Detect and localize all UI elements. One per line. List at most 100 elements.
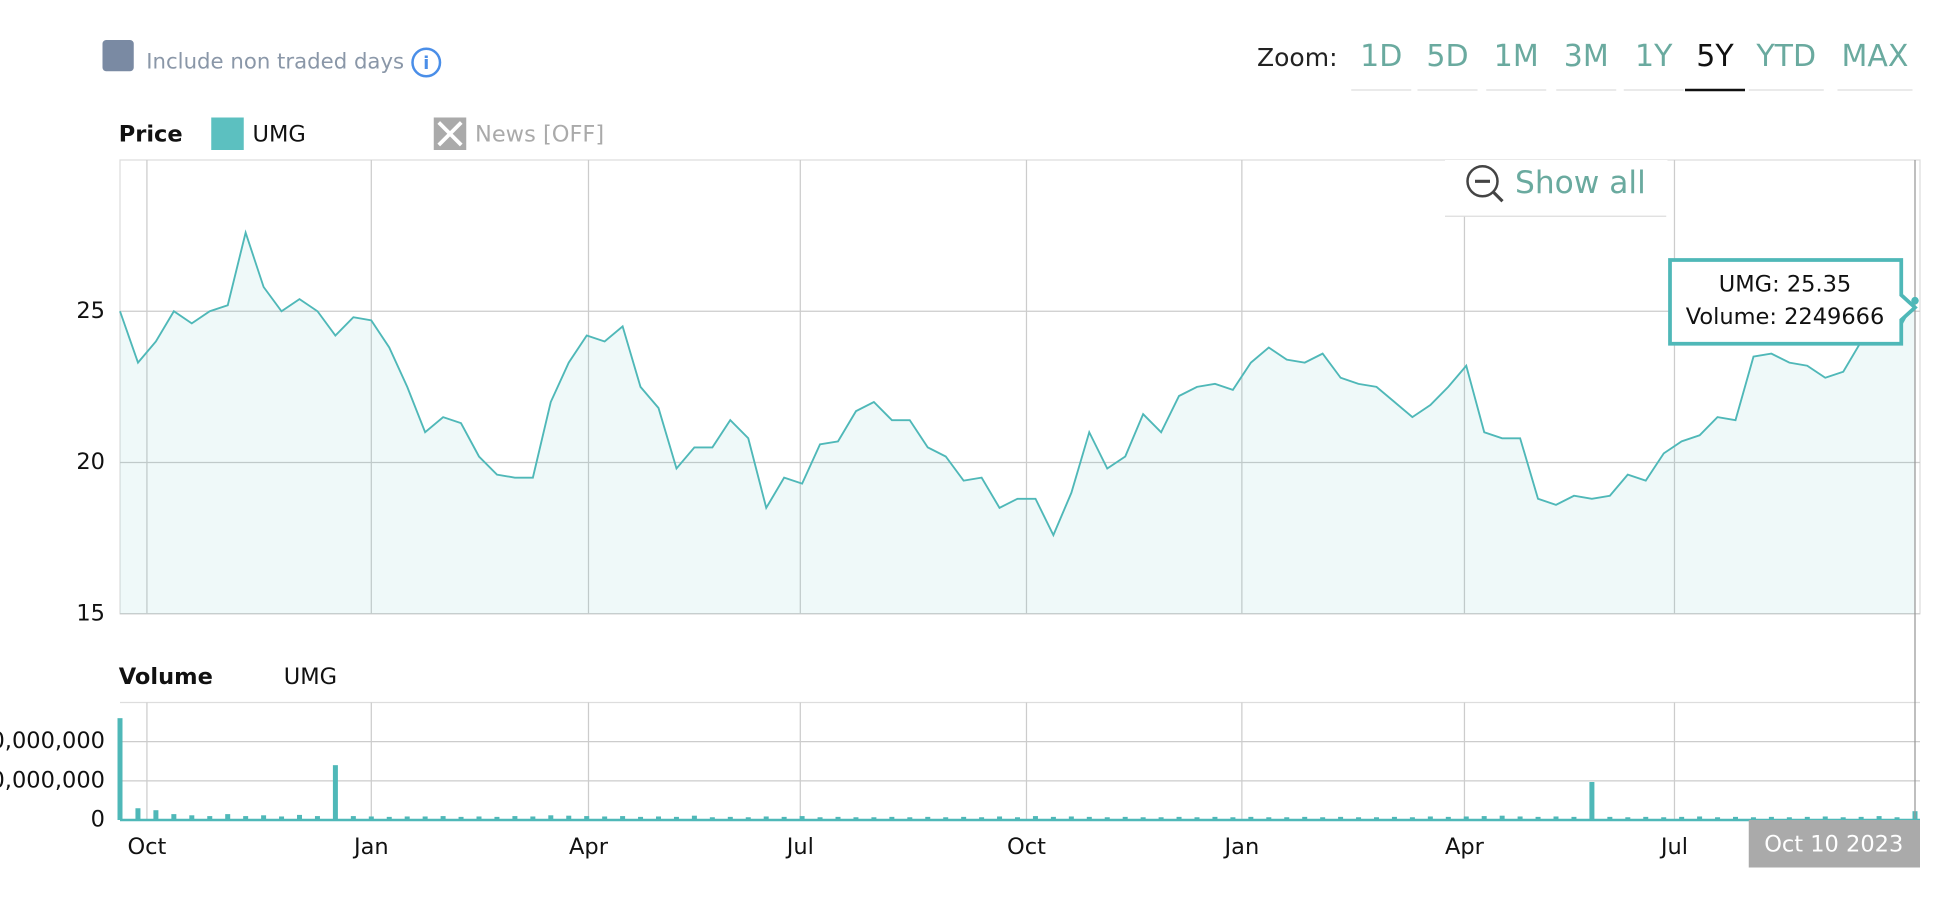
- zoom-button[interactable]: 1D: [1360, 39, 1402, 74]
- zoom-button[interactable]: 3M: [1564, 39, 1609, 74]
- volume-bar: [620, 816, 626, 820]
- volume-bar: [189, 815, 195, 820]
- show-all-bg[interactable]: [1445, 160, 1668, 217]
- zoom-button[interactable]: MAX: [1842, 39, 1909, 74]
- price-label: Price: [119, 122, 183, 148]
- volume-bar: [871, 817, 877, 820]
- volume-bar: [1445, 816, 1451, 820]
- volume-bar: [368, 816, 374, 820]
- volume-bar: [1481, 816, 1487, 820]
- date-label-bg: [1748, 820, 1920, 868]
- volume-bar: [404, 816, 410, 820]
- volume-bar: [314, 816, 320, 820]
- date-label: Oct 10 2023: [1764, 832, 1903, 858]
- volume-bar: [1104, 817, 1110, 820]
- volume-bar: [494, 816, 500, 820]
- zoom-button[interactable]: 5D: [1426, 39, 1468, 74]
- volume-bar: [171, 814, 177, 820]
- volume-bar: [1212, 816, 1218, 820]
- x-tick-label: Oct: [127, 834, 166, 860]
- volume-bar: [997, 816, 1003, 820]
- volume-bar: [1266, 817, 1272, 820]
- volume-bar: [817, 817, 823, 820]
- volume-bar: [1786, 817, 1792, 820]
- x-tick-label: Jul: [785, 834, 814, 860]
- tooltip-box: [1668, 258, 1918, 346]
- x-tick-label: Apr: [569, 834, 609, 860]
- volume-bar: [691, 815, 697, 820]
- legend-label[interactable]: UMG: [253, 122, 306, 148]
- volume-bar: [584, 816, 590, 820]
- zoom-button[interactable]: YTD: [1755, 39, 1816, 74]
- legend-swatch[interactable]: [211, 117, 244, 150]
- volume-bar: [656, 816, 661, 820]
- volume-bar: [530, 816, 536, 820]
- y-tick-label: 0: [91, 807, 105, 833]
- volume-bar: [925, 816, 931, 820]
- tooltip-text: Volume: 2249666: [1686, 304, 1885, 330]
- checkbox[interactable]: [102, 40, 134, 72]
- volume-bar: [153, 810, 159, 820]
- volume-bar: [1804, 816, 1810, 820]
- volume-bar: [135, 808, 141, 820]
- volume-bar: [1643, 816, 1649, 820]
- volume-bar: [243, 816, 249, 820]
- volume-bar: [1050, 816, 1056, 820]
- volume-bar: [225, 814, 231, 820]
- volume-bar: [1661, 817, 1667, 820]
- volume-bar: [835, 816, 841, 820]
- volume-bar: [1230, 817, 1236, 820]
- volume-bar: [512, 816, 518, 820]
- news-x: [437, 121, 463, 147]
- volume-bar: [781, 816, 787, 820]
- volume-bar: [1176, 816, 1182, 820]
- volume-bar: [1858, 816, 1864, 820]
- volume-bar: [853, 817, 859, 820]
- volume-bar: [1679, 816, 1685, 820]
- volume-bar: [1284, 817, 1290, 820]
- volume-bar: [440, 816, 446, 820]
- volume-bar: [1697, 816, 1703, 820]
- volume-bar: [1625, 817, 1631, 820]
- zoom-out-icon: [1466, 164, 1499, 198]
- tooltip-text: UMG: 25.35: [1719, 272, 1851, 298]
- price-line: [119, 229, 1916, 538]
- volume-bar: [1840, 817, 1846, 820]
- volume-bar: [1015, 817, 1020, 820]
- x-tick-label: Jan: [1223, 834, 1260, 860]
- volume-bar: [1535, 816, 1541, 820]
- volume-bar: [799, 816, 805, 820]
- volume-bar: [1607, 816, 1613, 820]
- volume-bar: [907, 817, 913, 820]
- y-tick-label: 15: [76, 600, 105, 626]
- volume-bar: [979, 817, 985, 820]
- volume-bar: [1356, 817, 1362, 820]
- volume-bar: [566, 815, 572, 820]
- zoom-button[interactable]: 1M: [1494, 39, 1539, 74]
- show-all[interactable]: Show all: [1515, 165, 1646, 201]
- volume-bar: [1822, 816, 1828, 820]
- volume-bar: [1338, 816, 1344, 820]
- volume-bar: [458, 816, 464, 820]
- volume-bar: [548, 815, 554, 820]
- volume-bar: [1320, 817, 1326, 820]
- volume-bar: [476, 816, 482, 820]
- checkbox-label[interactable]: Include non traded days: [146, 50, 404, 75]
- x-tick-label: Apr: [1445, 834, 1485, 860]
- zoom-button[interactable]: 5Y: [1696, 39, 1734, 74]
- zoom-out-icon: [1474, 179, 1504, 203]
- volume-bar: [602, 816, 608, 820]
- zoom-label: Zoom:: [1257, 43, 1338, 72]
- volume-bar: [1032, 816, 1038, 820]
- x-tick-label: Jul: [1659, 834, 1688, 860]
- volume-bar: [261, 815, 267, 820]
- news-label[interactable]: News [OFF]: [475, 122, 604, 148]
- volume-bar: [1302, 816, 1308, 820]
- volume-bar: [1068, 816, 1074, 820]
- volume-bar: [745, 817, 751, 820]
- info-icon[interactable]: [411, 47, 442, 78]
- volume-bar: [1409, 817, 1415, 820]
- zoom-button[interactable]: 1Y: [1635, 39, 1673, 74]
- info-i: i: [423, 54, 429, 74]
- volume-bar: [1427, 816, 1433, 820]
